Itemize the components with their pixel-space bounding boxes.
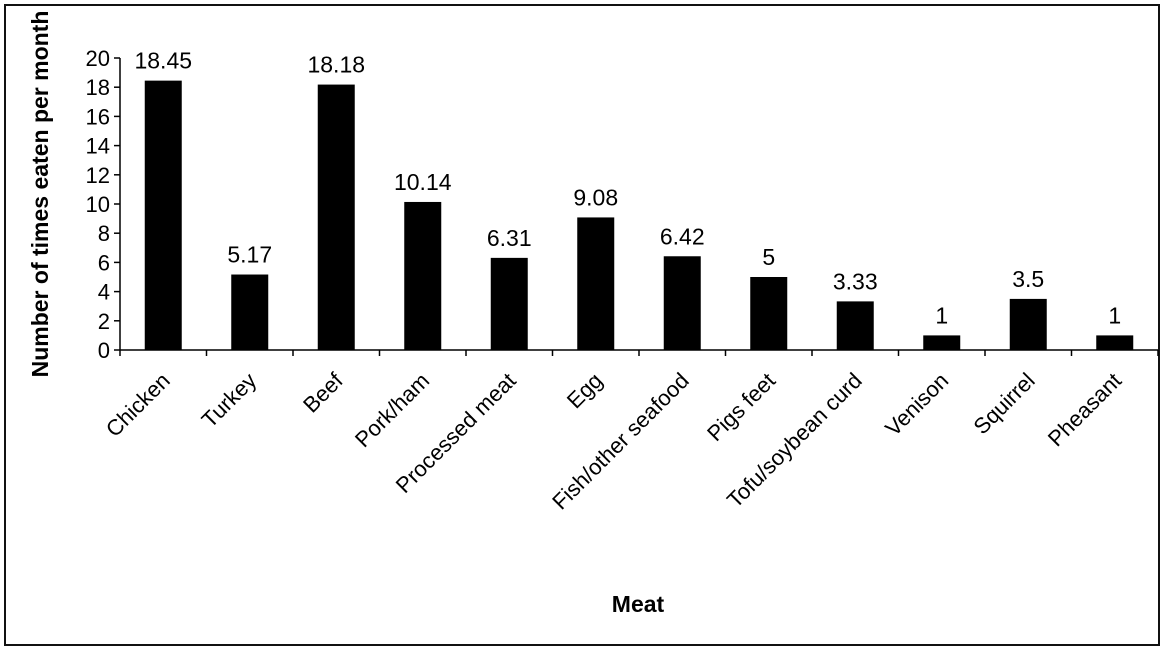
x-category-label: Squirrel (969, 368, 1040, 439)
y-axis-title: Number of times eaten per month (27, 11, 53, 378)
data-label: 5.17 (227, 242, 272, 268)
bar-chicken (144, 80, 182, 350)
data-label: 6.42 (660, 223, 705, 249)
bar-turkey (231, 274, 269, 350)
bar-processed-meat (490, 257, 528, 350)
data-label: 9.08 (573, 184, 618, 210)
bar-fish-other-seafood (663, 256, 701, 350)
y-tick-label: 20 (86, 46, 110, 71)
x-category-label: Pork/ham (350, 368, 434, 452)
bar-pheasant (1096, 335, 1134, 350)
data-label: 3.5 (1012, 266, 1044, 292)
y-tick-label: 12 (86, 163, 110, 188)
x-category-label: Venison (880, 368, 953, 441)
bar-venison (923, 335, 961, 350)
data-label: 18.45 (134, 48, 192, 74)
y-tick-label: 0 (98, 338, 110, 363)
x-category-label: Chicken (101, 368, 175, 442)
bar-tofu-soybean-curd (836, 301, 874, 350)
y-tick-label: 16 (86, 104, 110, 129)
x-category-label: Pigs feet (702, 368, 780, 446)
bar-pigs-feet (750, 277, 788, 350)
data-label: 6.31 (487, 225, 532, 251)
bar-beef (317, 84, 355, 351)
y-tick-label: 10 (86, 192, 110, 217)
x-axis-title: Meat (612, 591, 665, 617)
data-label: 1 (935, 302, 948, 328)
x-category-label: Turkey (197, 368, 262, 433)
data-label: 3.33 (833, 268, 878, 294)
data-labels: 18.45 5.17 18.18 10.14 6.31 9.08 6.42 5 3.33 1 3.5… (134, 48, 1121, 329)
y-tick-label: 18 (86, 75, 110, 100)
x-category-label: Egg (562, 368, 607, 413)
y-tick-label: 14 (86, 134, 110, 159)
data-label: 18.18 (307, 52, 365, 78)
y-tick-label: 6 (98, 250, 110, 275)
data-label: 5 (762, 244, 775, 270)
bar-pork-ham (404, 201, 442, 350)
bar-egg (577, 217, 615, 350)
data-label: 10.14 (394, 169, 452, 195)
y-tick-label: 4 (98, 280, 110, 305)
bars (144, 80, 1134, 351)
bar-squirrel (1009, 298, 1047, 350)
y-tick-label: 8 (98, 221, 110, 246)
x-category-label: Pheasant (1043, 368, 1126, 451)
x-category-label: Beef (298, 367, 348, 417)
y-tick-label: 2 (98, 309, 110, 334)
y-axis-ticks: 0 2 4 6 8 10 12 14 16 18 20 (86, 46, 120, 363)
data-label: 1 (1108, 302, 1121, 328)
